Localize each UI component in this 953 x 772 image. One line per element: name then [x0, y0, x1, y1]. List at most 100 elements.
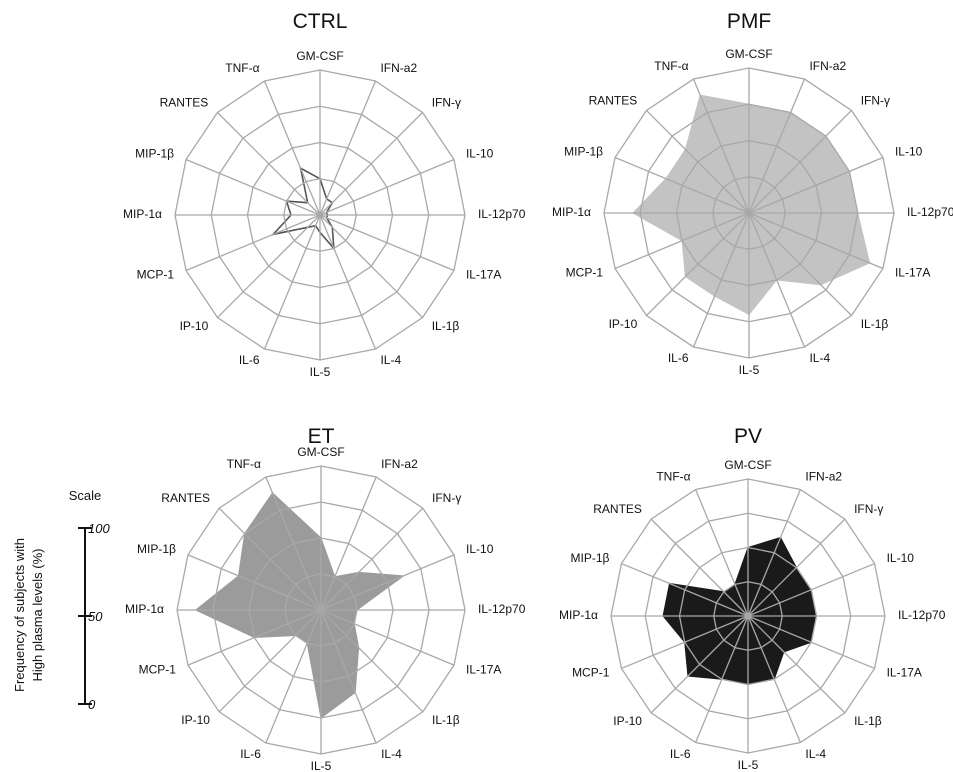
grid-spoke: [747, 518, 846, 617]
grid-spoke: [747, 615, 846, 714]
grid-spoke: [650, 615, 749, 714]
grid-spoke: [319, 80, 377, 216]
grid-spoke: [319, 214, 455, 272]
grid-spoke: [320, 609, 455, 666]
radar-chart-pmf: PMF GM-CSF IFN-a2 IFN-γ IL-10 IL-12p70 IL-17A I…: [552, 10, 953, 377]
grid-spoke: [319, 158, 455, 216]
chart-title-pmf: PMF: [727, 10, 771, 33]
scale-bar: Scale 100 50 0 Frequency of subjects wit…: [12, 488, 110, 712]
grid-spoke: [185, 214, 321, 272]
grid-spoke: [747, 615, 802, 743]
chart-title-ctrl: CTRL: [293, 10, 348, 33]
grid-spoke: [747, 615, 875, 670]
grid-spoke: [320, 609, 424, 713]
grid-spoke: [187, 609, 322, 666]
axis-label-mcp-1: MCP-1: [139, 662, 177, 676]
grid-spoke: [263, 214, 321, 350]
axis-label-tnf: TNF-α: [654, 59, 688, 73]
axis-label-ifn: IFN-γ: [861, 93, 890, 107]
axis-label-mip-1: MIP-1β: [564, 145, 603, 159]
axis-label-il-17a: IL-17A: [466, 268, 501, 282]
grid-spoke: [218, 507, 322, 611]
axis-label-ip-10: IP-10: [609, 317, 638, 331]
chart-title-pv: PV: [734, 425, 762, 448]
axis-label-il-17a: IL-17A: [466, 662, 501, 676]
axis-label-il-12p70: IL-12p70: [907, 205, 953, 219]
axis-label-il-5: IL-5: [739, 363, 760, 377]
scale-tick-label-50: 50: [88, 609, 103, 624]
grid-spoke: [614, 156, 750, 214]
grid-spoke: [263, 80, 321, 216]
axis-label-mcp-1: MCP-1: [572, 666, 610, 680]
axis-label-il-1: IL-1β: [432, 319, 460, 333]
radar-chart-ctrl: CTRL GM-CSF IFN-a2 IFN-γ IL-10 IL-12p70 IL-17A…: [123, 10, 526, 379]
grid-spoke: [748, 156, 884, 214]
axis-label-mip-1: MIP-1α: [125, 602, 164, 616]
grid-spoke: [187, 554, 322, 611]
grid-spoke: [748, 212, 884, 270]
grid-spoke: [320, 554, 455, 611]
grid-spoke: [692, 78, 750, 214]
axis-label-il-12p70: IL-12p70: [478, 602, 526, 616]
axis-label-ifn-a2: IFN-a2: [381, 457, 418, 471]
axis-label-mip-1: MIP-1β: [135, 147, 174, 161]
axis-label-il-6: IL-6: [670, 747, 691, 761]
grid-spoke: [694, 615, 749, 743]
axis-label-rantes: RANTES: [161, 491, 210, 505]
grid-spoke: [748, 212, 852, 316]
axis-label-ifn-a2: IFN-a2: [380, 61, 417, 75]
chart-title-et: ET: [308, 425, 335, 448]
grid-spoke: [646, 110, 750, 214]
grid-spoke: [747, 489, 802, 617]
axis-label-ifn-a2: IFN-a2: [805, 470, 842, 484]
scale-ylabel-line2: High plasma levels (%): [30, 549, 45, 682]
grid-spoke: [218, 609, 322, 713]
grid-spoke: [319, 214, 377, 350]
axis-label-il-6: IL-6: [240, 747, 261, 761]
axis-label-il-12p70: IL-12p70: [478, 207, 526, 221]
axis-label-il-5: IL-5: [738, 758, 759, 772]
axis-label-tnf: TNF-α: [225, 61, 259, 75]
axis-label-il-4: IL-4: [809, 351, 830, 365]
axis-label-il-6: IL-6: [239, 353, 260, 367]
axis-label-il-10: IL-10: [887, 551, 915, 565]
axis-label-mip-1: MIP-1β: [137, 542, 176, 556]
axis-label-il-4: IL-4: [380, 353, 401, 367]
grid-spoke: [320, 476, 377, 611]
axis-label-il-17a: IL-17A: [887, 666, 922, 680]
grid-spoke: [265, 609, 322, 744]
axis-label-gm-csf: GM-CSF: [725, 47, 772, 61]
axis-label-ifn-a2: IFN-a2: [809, 59, 846, 73]
axis-label-il-10: IL-10: [895, 145, 923, 159]
axis-label-il-10: IL-10: [466, 147, 494, 161]
axis-label-il-4: IL-4: [805, 747, 826, 761]
axis-label-ifn: IFN-γ: [432, 491, 461, 505]
axis-label-il-1: IL-1β: [432, 713, 460, 727]
grid-spoke: [265, 476, 322, 611]
grid-spoke: [614, 212, 750, 270]
grid-spoke: [747, 562, 875, 617]
axis-label-il-17a: IL-17A: [895, 266, 930, 280]
scale-tick-label-0: 0: [88, 697, 96, 712]
axis-label-ip-10: IP-10: [181, 713, 210, 727]
grid-spoke: [185, 158, 321, 216]
axis-label-gm-csf: GM-CSF: [724, 458, 771, 472]
data-polygon-et: [194, 492, 405, 719]
grid-spoke: [646, 212, 750, 316]
axis-label-mcp-1: MCP-1: [137, 268, 175, 282]
axis-label-rantes: RANTES: [589, 93, 638, 107]
axis-label-mip-1: MIP-1β: [571, 551, 610, 565]
axis-label-tnf: TNF-α: [656, 470, 690, 484]
axis-label-gm-csf: GM-CSF: [296, 49, 343, 63]
axis-label-ifn: IFN-γ: [854, 502, 883, 516]
grid-spoke: [748, 78, 806, 214]
grid-spoke: [320, 609, 377, 744]
axis-label-mip-1: MIP-1α: [123, 207, 162, 221]
radar-charts: CTRL GM-CSF IFN-a2 IFN-γ IL-10 IL-12p70 IL-17A…: [123, 10, 953, 772]
grid-spoke: [621, 562, 749, 617]
axis-label-il-5: IL-5: [310, 365, 331, 379]
axis-label-il-1: IL-1β: [854, 714, 882, 728]
axis-label-mip-1: MIP-1α: [559, 608, 598, 622]
scale-title: Scale: [69, 488, 102, 503]
